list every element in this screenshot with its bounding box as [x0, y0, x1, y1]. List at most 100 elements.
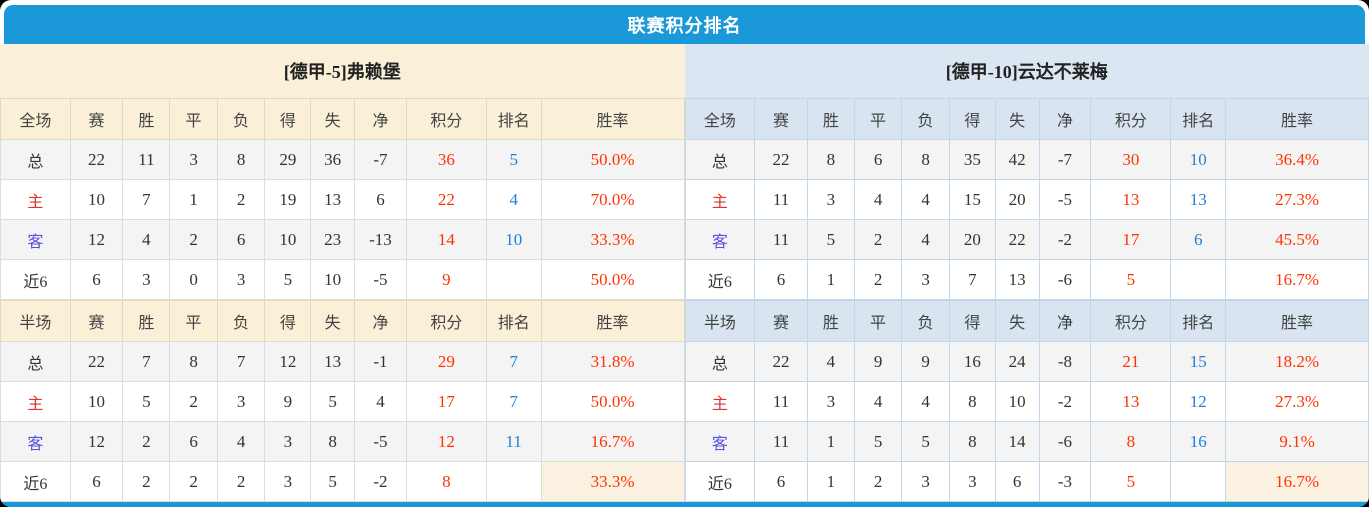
table-row: 总 22 11 3 8 29 36 -7 36 5 50.0%: [0, 139, 685, 180]
stat-cell: 3: [948, 461, 996, 502]
stat-cell: 14: [994, 421, 1040, 462]
stat-cell: 11: [122, 139, 171, 180]
stat-cell: 6: [169, 421, 218, 462]
stat-cell: 33.3%: [540, 461, 685, 502]
stat-cell: 17: [405, 381, 487, 422]
stat-cell: 5: [310, 461, 355, 502]
stat-cell: 6: [69, 461, 124, 502]
stat-cell: 11: [754, 179, 808, 220]
table-row: 近6 6 2 2 2 3 5 -2 8 33.3%: [0, 461, 685, 502]
column-header: 胜率: [1225, 98, 1369, 140]
table-row: 客 11 5 2 4 20 22 -2 17 6 45.5%: [684, 219, 1369, 260]
column-header: 净: [354, 300, 407, 342]
stat-cell: 15: [948, 179, 996, 220]
stat-cell: 8: [405, 461, 487, 502]
table-row: 主 10 7 1 2 19 13 6 22 4 70.0%: [0, 179, 685, 220]
stat-cell: 3: [122, 259, 171, 300]
stat-cell: 4: [901, 179, 950, 220]
column-header: 排名: [1170, 300, 1227, 342]
stat-cell: 22: [69, 139, 124, 180]
table-row: 客 12 4 2 6 10 23 -13 14 10 33.3%: [0, 219, 685, 260]
table-row: 近6 6 1 2 3 3 6 -3 5 16.7%: [684, 461, 1369, 502]
stat-cell: 5: [1090, 461, 1172, 502]
column-header: 净: [1038, 98, 1092, 140]
column-header: 失: [994, 98, 1040, 140]
stat-cell: 7: [485, 341, 542, 382]
row-label: 总: [0, 139, 71, 180]
stat-cell: 4: [853, 179, 903, 220]
column-header: 胜率: [1225, 300, 1369, 342]
stat-cell: 13: [310, 341, 355, 382]
stat-cell: 10: [69, 179, 124, 220]
stat-cell: 17: [1090, 219, 1172, 260]
column-header: 积分: [1090, 300, 1172, 342]
stat-cell: 5: [310, 381, 355, 422]
stat-cell: 12: [69, 219, 124, 260]
column-header: 赛: [754, 300, 808, 342]
stat-cell: 2: [169, 461, 218, 502]
half-scope-header: 半场: [684, 300, 756, 342]
stat-cell: 10: [485, 219, 542, 260]
stat-cell: 12: [69, 421, 124, 462]
column-header: 胜: [806, 300, 855, 342]
table-row: 总 22 8 6 8 35 42 -7 30 10 36.4%: [684, 139, 1369, 180]
column-header: 净: [354, 98, 407, 140]
stat-cell: -8: [1038, 341, 1092, 382]
stat-cell: 8: [901, 139, 950, 180]
stat-cell: 5: [485, 139, 542, 180]
column-header: 得: [948, 300, 996, 342]
stat-cell: 23: [310, 219, 355, 260]
stat-cell: -6: [1038, 259, 1092, 300]
stat-cell: 7: [122, 179, 171, 220]
stat-cell: 13: [994, 259, 1040, 300]
stat-cell: 9: [853, 341, 903, 382]
stat-cell: 6: [754, 259, 808, 300]
stat-cell: 9: [405, 259, 487, 300]
stat-cell: 6: [754, 461, 808, 502]
column-header: 胜: [806, 98, 855, 140]
stat-cell: 3: [216, 381, 266, 422]
row-label: 总: [684, 341, 756, 382]
full-time-stats-table: 全场赛胜平负得失净积分 排名 胜率总 22 8 6 8 35 42 -7 30 10 36.4% 主 11 3…: [684, 98, 1369, 300]
stat-cell: 6: [994, 461, 1040, 502]
stat-cell: 45.5%: [1225, 219, 1369, 260]
half-time-stats-table: 半场赛胜平负得失净积分 排名 胜率总 22 4 9 9 16 24 -8 21 15 18.2% 主 11 3…: [684, 300, 1369, 502]
column-header: 得: [264, 98, 312, 140]
stat-cell: -13: [354, 219, 407, 260]
stat-cell: 29: [264, 139, 312, 180]
column-header: 排名: [485, 300, 542, 342]
stat-cell: 4: [216, 421, 266, 462]
column-header: 排名: [1170, 98, 1227, 140]
stat-cell: -2: [1038, 381, 1092, 422]
stat-cell: 5: [1090, 259, 1172, 300]
away-team-name: [德甲-10]云达不莱梅: [684, 44, 1369, 98]
stat-cell: 6: [216, 219, 266, 260]
table-row: 近6 6 3 0 3 5 10 -5 9 50.0%: [0, 259, 685, 300]
stat-cell: 3: [264, 461, 312, 502]
stat-cell: 27.3%: [1225, 381, 1369, 422]
stat-cell: 2: [853, 461, 903, 502]
stat-cell: 11: [754, 381, 808, 422]
column-header: 积分: [405, 98, 487, 140]
stat-cell: [1170, 461, 1227, 502]
stat-cell: -2: [1038, 219, 1092, 260]
stat-cell: 22: [994, 219, 1040, 260]
stat-cell: 10: [994, 381, 1040, 422]
column-header: 负: [216, 98, 266, 140]
home-team-tables: 全场赛胜平负得失净积分 排名 胜率总 22 11 3 8 29 36 -7 36 5 50.0% 主 10 7…: [0, 98, 685, 502]
stat-cell: 5: [901, 421, 950, 462]
stat-cell: 4: [853, 381, 903, 422]
stat-cell: 36.4%: [1225, 139, 1369, 180]
stat-cell: 7: [216, 341, 266, 382]
stat-cell: 2: [169, 381, 218, 422]
stat-cell: 13: [1090, 179, 1172, 220]
header-row: 全场赛胜平负得失净积分 排名 胜率: [684, 98, 1369, 140]
column-header: 积分: [1090, 98, 1172, 140]
stat-cell: 4: [485, 179, 542, 220]
stat-cell: 9: [264, 381, 312, 422]
stat-cell: 3: [901, 461, 950, 502]
stat-cell: 8: [948, 421, 996, 462]
stat-cell: 4: [122, 219, 171, 260]
stat-cell: 50.0%: [540, 139, 685, 180]
